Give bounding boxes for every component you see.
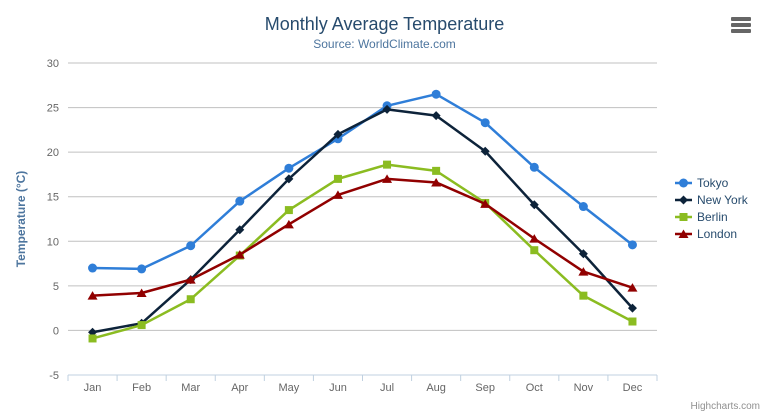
export-menu-button[interactable]	[731, 17, 751, 33]
series-line-new-york[interactable]	[91, 108, 634, 334]
y-tick-label: 20	[47, 147, 59, 159]
legend-label-london: London	[697, 226, 738, 241]
point-tokyo-may[interactable]	[284, 163, 294, 173]
hamburger-icon	[731, 29, 751, 33]
legend-label-tokyo: Tokyo	[697, 175, 729, 190]
y-tick-label: 0	[53, 325, 59, 337]
point-london-jul[interactable]	[382, 174, 393, 183]
point-tokyo-oct[interactable]	[529, 162, 539, 172]
diamond-marker-icon[interactable]	[679, 195, 688, 204]
circle-marker-icon[interactable]	[679, 178, 688, 187]
point-new-york-jul[interactable]	[382, 104, 392, 114]
point-london-jan[interactable]	[87, 291, 98, 300]
point-new-york-may[interactable]	[284, 174, 294, 184]
x-tick-label: May	[278, 382, 299, 394]
y-axis-labels: -5 0 5 10 15 20 25 30	[47, 58, 59, 382]
circle-marker-icon	[675, 178, 692, 187]
point-berlin-feb[interactable]	[137, 321, 146, 330]
legend-label-new-york: New York	[697, 192, 748, 207]
square-marker-icon[interactable]	[679, 212, 688, 221]
credits-link[interactable]: Highcharts.com	[690, 401, 760, 412]
point-new-york-dec[interactable]	[627, 303, 637, 313]
legend: Tokyo New York Berlin London	[675, 174, 748, 242]
x-tick-label: Jun	[329, 382, 347, 394]
x-tick-label: Sep	[475, 382, 495, 394]
legend-item-tokyo[interactable]: Tokyo	[675, 174, 748, 191]
y-tick-label: 30	[47, 58, 59, 70]
point-new-york-aug[interactable]	[431, 111, 441, 121]
point-berlin-jan[interactable]	[88, 334, 97, 343]
legend-item-london[interactable]: London	[675, 225, 748, 242]
x-tick-label: Dec	[623, 382, 643, 394]
point-tokyo-apr[interactable]	[235, 196, 245, 206]
point-tokyo-aug[interactable]	[431, 89, 441, 99]
y-tick-label: 25	[47, 103, 59, 115]
point-berlin-may[interactable]	[284, 206, 293, 215]
point-new-york-apr[interactable]	[235, 225, 245, 235]
series-line-london[interactable]	[91, 177, 634, 297]
point-london-mar[interactable]	[185, 275, 196, 284]
point-new-york-sep[interactable]	[480, 146, 490, 156]
y-tick-label: -5	[49, 370, 59, 382]
gridlines	[68, 62, 657, 376]
point-berlin-jun[interactable]	[333, 174, 342, 183]
point-berlin-jul[interactable]	[383, 160, 392, 169]
point-new-york-jun[interactable]	[333, 129, 343, 139]
point-new-york-oct[interactable]	[529, 200, 539, 210]
hamburger-icon	[731, 23, 751, 27]
x-tick-label: Apr	[231, 382, 248, 394]
point-berlin-dec[interactable]	[628, 317, 637, 326]
point-tokyo-feb[interactable]	[137, 264, 147, 274]
point-new-york-nov[interactable]	[578, 249, 588, 259]
y-tick-label: 10	[47, 236, 59, 248]
point-berlin-nov[interactable]	[579, 291, 588, 300]
point-tokyo-sep[interactable]	[480, 118, 490, 128]
series-new-york[interactable]	[88, 104, 637, 337]
point-london-jun[interactable]	[332, 190, 343, 199]
square-marker-icon	[675, 212, 692, 221]
x-tick-label: Aug	[426, 382, 446, 394]
series-line-berlin[interactable]	[91, 163, 634, 340]
point-london-oct[interactable]	[529, 234, 540, 243]
point-berlin-oct[interactable]	[530, 246, 539, 255]
point-tokyo-mar[interactable]	[186, 241, 196, 251]
x-tick-label: Feb	[132, 382, 151, 394]
x-tick-label: Mar	[181, 382, 200, 394]
legend-label-berlin: Berlin	[697, 209, 728, 224]
series-tokyo[interactable]	[88, 89, 637, 274]
series-line-tokyo[interactable]	[91, 92, 634, 271]
x-tick-label: Oct	[526, 382, 543, 394]
hamburger-icon	[731, 17, 751, 21]
y-tick-label: 5	[53, 281, 59, 293]
point-tokyo-jan[interactable]	[88, 263, 98, 273]
y-tick-label: 15	[47, 192, 59, 204]
point-tokyo-dec[interactable]	[627, 240, 637, 250]
x-tick-label: Jul	[380, 382, 394, 394]
triangle-marker-icon[interactable]	[678, 229, 689, 238]
point-london-sep[interactable]	[480, 199, 491, 208]
point-tokyo-nov[interactable]	[578, 202, 588, 212]
point-london-apr[interactable]	[234, 250, 245, 259]
series-london[interactable]	[87, 174, 638, 300]
legend-item-berlin[interactable]: Berlin	[675, 208, 748, 225]
point-london-nov[interactable]	[578, 267, 589, 276]
point-berlin-mar[interactable]	[186, 295, 195, 304]
legend-item-new-york[interactable]: New York	[675, 191, 748, 208]
diamond-marker-icon	[675, 195, 692, 204]
x-axis	[67, 374, 658, 381]
triangle-marker-icon	[675, 229, 692, 238]
x-tick-label: Nov	[574, 382, 594, 394]
x-tick-label: Jan	[84, 382, 102, 394]
x-axis-labels: Jan Feb Mar Apr May Jun Jul Aug Sep Oct Nov Dec	[84, 382, 643, 394]
chart-subtitle: Source: WorldClimate.com	[313, 37, 456, 51]
point-london-feb[interactable]	[136, 288, 147, 297]
point-london-may[interactable]	[283, 219, 294, 229]
point-london-dec[interactable]	[627, 283, 638, 292]
point-berlin-aug[interactable]	[432, 166, 441, 175]
chart-title: Monthly Average Temperature	[264, 14, 505, 34]
point-london-aug[interactable]	[431, 177, 442, 187]
